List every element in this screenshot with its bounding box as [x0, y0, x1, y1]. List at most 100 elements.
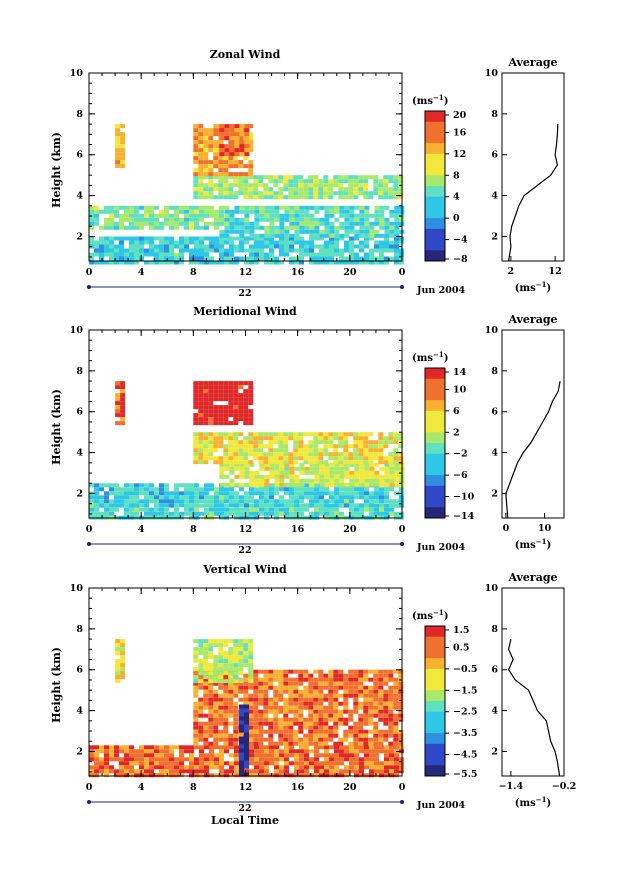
heatmap-cell [269, 470, 275, 475]
heatmap-cell [269, 225, 275, 230]
heatmap-cell [219, 152, 225, 157]
heatmap-cell [219, 773, 224, 778]
heatmap-cell [379, 749, 384, 754]
heatmap-cell [303, 432, 309, 437]
heatmap-cell [198, 651, 204, 656]
heatmap-cell [213, 381, 219, 386]
heatmap-cell [109, 221, 114, 226]
heatmap-cell [393, 729, 399, 734]
heatmap-cell [359, 749, 364, 754]
heatmap-cell [179, 252, 184, 257]
heatmap-cell [298, 669, 304, 674]
heatmap-cell [338, 717, 344, 722]
heatmap-cell [353, 432, 359, 437]
heatmap-cell [249, 256, 254, 261]
meridional-avg-title: Average [507, 313, 557, 326]
heatmap-cell [379, 221, 385, 226]
heatmap-cell [198, 160, 204, 165]
heatmap-cell [199, 491, 204, 496]
heatmap-cell [358, 705, 364, 710]
heatmap-cell [144, 236, 149, 241]
heatmap-cell [303, 191, 309, 196]
colorbar-segment [425, 485, 445, 498]
heatmap-cell [379, 217, 385, 222]
heatmap-cell [313, 737, 319, 742]
heatmap-cell [369, 765, 374, 770]
heatmap-cell [208, 136, 214, 141]
heatmap-cell [324, 769, 329, 774]
heatmap-cell [279, 773, 284, 778]
heatmap-cell [249, 478, 255, 483]
heatmap-cell [374, 499, 379, 504]
heatmap-cell [299, 244, 304, 249]
heatmap-cell [229, 152, 235, 157]
heatmap-cell [139, 483, 144, 488]
heatmap-cell [154, 495, 159, 500]
heatmap-cell [184, 248, 189, 253]
heatmap-cell [229, 773, 234, 778]
heatmap-cell [224, 221, 230, 226]
heatmap-cell [379, 256, 384, 261]
heatmap-cell [228, 675, 234, 680]
heatmap-cell [189, 761, 194, 766]
heatmap-cell [129, 753, 134, 758]
heatmap-cell [244, 128, 250, 133]
heatmap-cell [384, 482, 390, 487]
heatmap-cell [119, 503, 124, 508]
heatmap-cell [233, 651, 239, 656]
heatmap-cell [94, 761, 99, 766]
heatmap-cell [304, 757, 309, 762]
heatmap-cell [353, 689, 359, 694]
heatmap-cell [324, 511, 329, 516]
heatmap-cell [129, 205, 134, 210]
heatmap-cell [364, 482, 370, 487]
heatmap-cell [213, 643, 219, 648]
heatmap-cell [349, 221, 355, 226]
heatmap-cell [289, 491, 294, 496]
heatmap-cell [228, 156, 234, 161]
heatmap-cell [109, 765, 114, 770]
heatmap-cell [388, 440, 394, 445]
heatmap-cell [353, 725, 359, 730]
heatmap-cell [114, 495, 119, 500]
heatmap-cell [229, 503, 234, 508]
heatmap-cell [233, 440, 239, 445]
heatmap-cell [293, 448, 299, 453]
heatmap-cell [383, 693, 389, 698]
heatmap-cell [139, 248, 144, 253]
heatmap-cell [203, 409, 209, 414]
heatmap-cell [298, 697, 304, 702]
heatmap-cell [278, 697, 284, 702]
heatmap-cell [343, 685, 349, 690]
heatmap-cell [369, 233, 375, 238]
heatmap-cell [238, 679, 244, 684]
heatmap-cell [294, 499, 299, 504]
heatmap-cell [229, 487, 234, 492]
heatmap-cell [259, 217, 265, 222]
heatmap-cell [263, 709, 269, 714]
heatmap-cell [274, 462, 280, 467]
heatmap-cell [198, 667, 204, 672]
heatmap-cell [359, 466, 365, 471]
heatmap-cell [388, 432, 394, 437]
heatmap-cell [374, 482, 380, 487]
heatmap-cell [348, 452, 354, 457]
heatmap-cell [283, 673, 289, 678]
heatmap-cell [358, 452, 364, 457]
heatmap-cell [229, 128, 235, 133]
meridional-title: Meridional Wind [193, 305, 297, 318]
heatmap-cell [139, 236, 144, 241]
heatmap-cell [248, 729, 254, 734]
heatmap-cell [358, 733, 364, 738]
heatmap-cell [234, 128, 240, 133]
heatmap-cell [273, 448, 279, 453]
heatmap-cell [154, 507, 159, 512]
heatmap-cell [198, 448, 204, 453]
heatmap-cell [144, 511, 149, 516]
heatmap-cell [115, 136, 121, 141]
heatmap-cell [343, 689, 349, 694]
heatmap-cell [393, 701, 399, 706]
heatmap-cell [369, 462, 375, 467]
heatmap-cell [269, 244, 274, 249]
heatmap-cell [283, 725, 289, 730]
